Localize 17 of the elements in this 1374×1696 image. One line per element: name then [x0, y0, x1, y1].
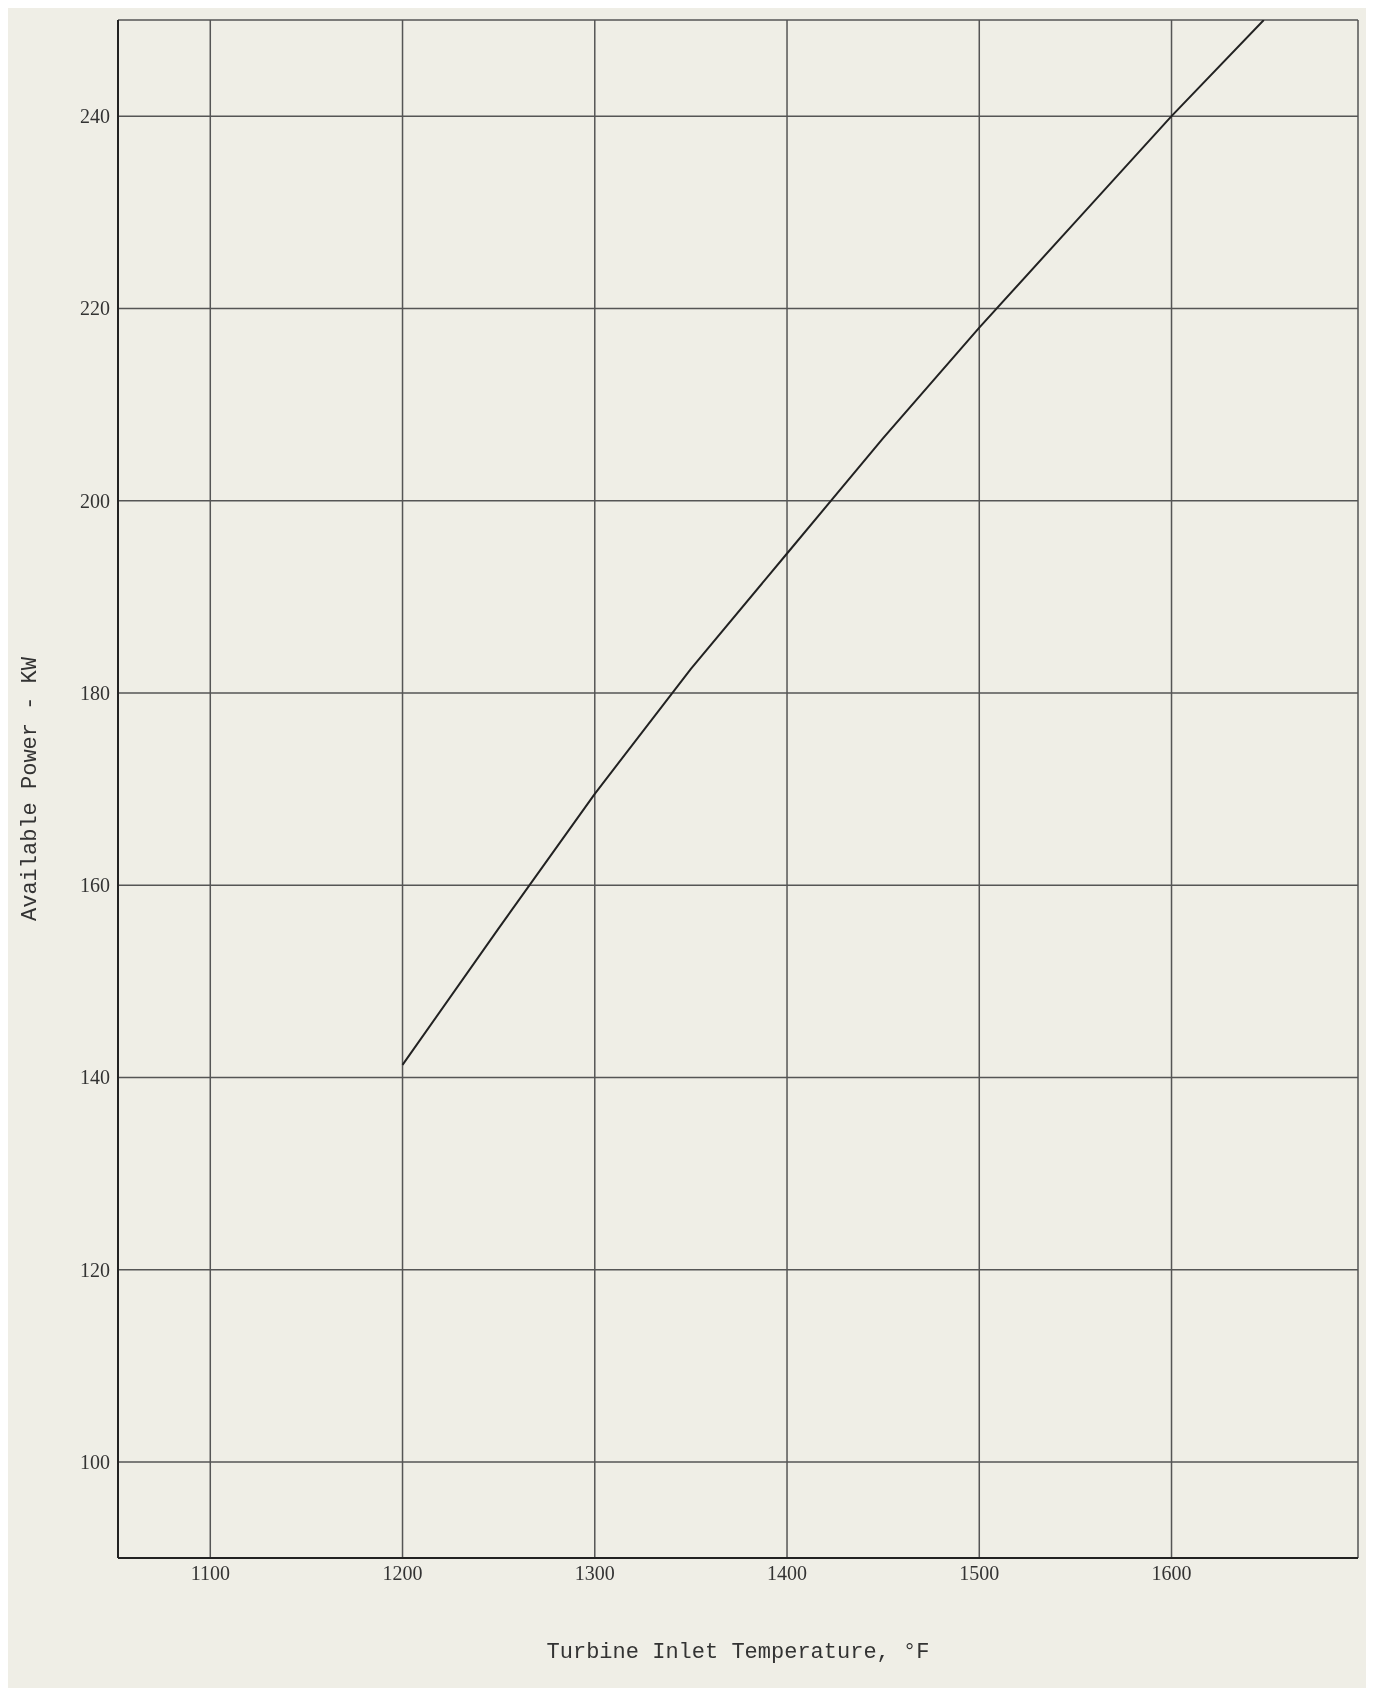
- x-tick-label: 1300: [574, 1562, 615, 1585]
- x-tick-label: 1600: [1151, 1562, 1192, 1585]
- y-tick-label: 120: [80, 1258, 110, 1281]
- x-tick-label: 1400: [767, 1562, 808, 1585]
- y-tick-label: 180: [80, 681, 110, 704]
- x-tick-label: 1500: [959, 1562, 1000, 1585]
- y-tick-label: 240: [80, 105, 110, 128]
- y-tick-label: 100: [80, 1450, 110, 1473]
- line-series: [401, 20, 1265, 1066]
- x-tick-label: 1100: [190, 1562, 230, 1585]
- y-tick-label: 200: [80, 489, 110, 512]
- x-axis-title: Turbine Inlet Temperature, °F: [546, 1640, 930, 1665]
- y-tick-label: 220: [80, 297, 110, 320]
- y-axis-title: Available Power - KW: [17, 656, 43, 922]
- y-tick-label: 160: [80, 874, 110, 897]
- y-tick-label: 140: [80, 1066, 110, 1089]
- x-tick-label: 1200: [382, 1562, 423, 1585]
